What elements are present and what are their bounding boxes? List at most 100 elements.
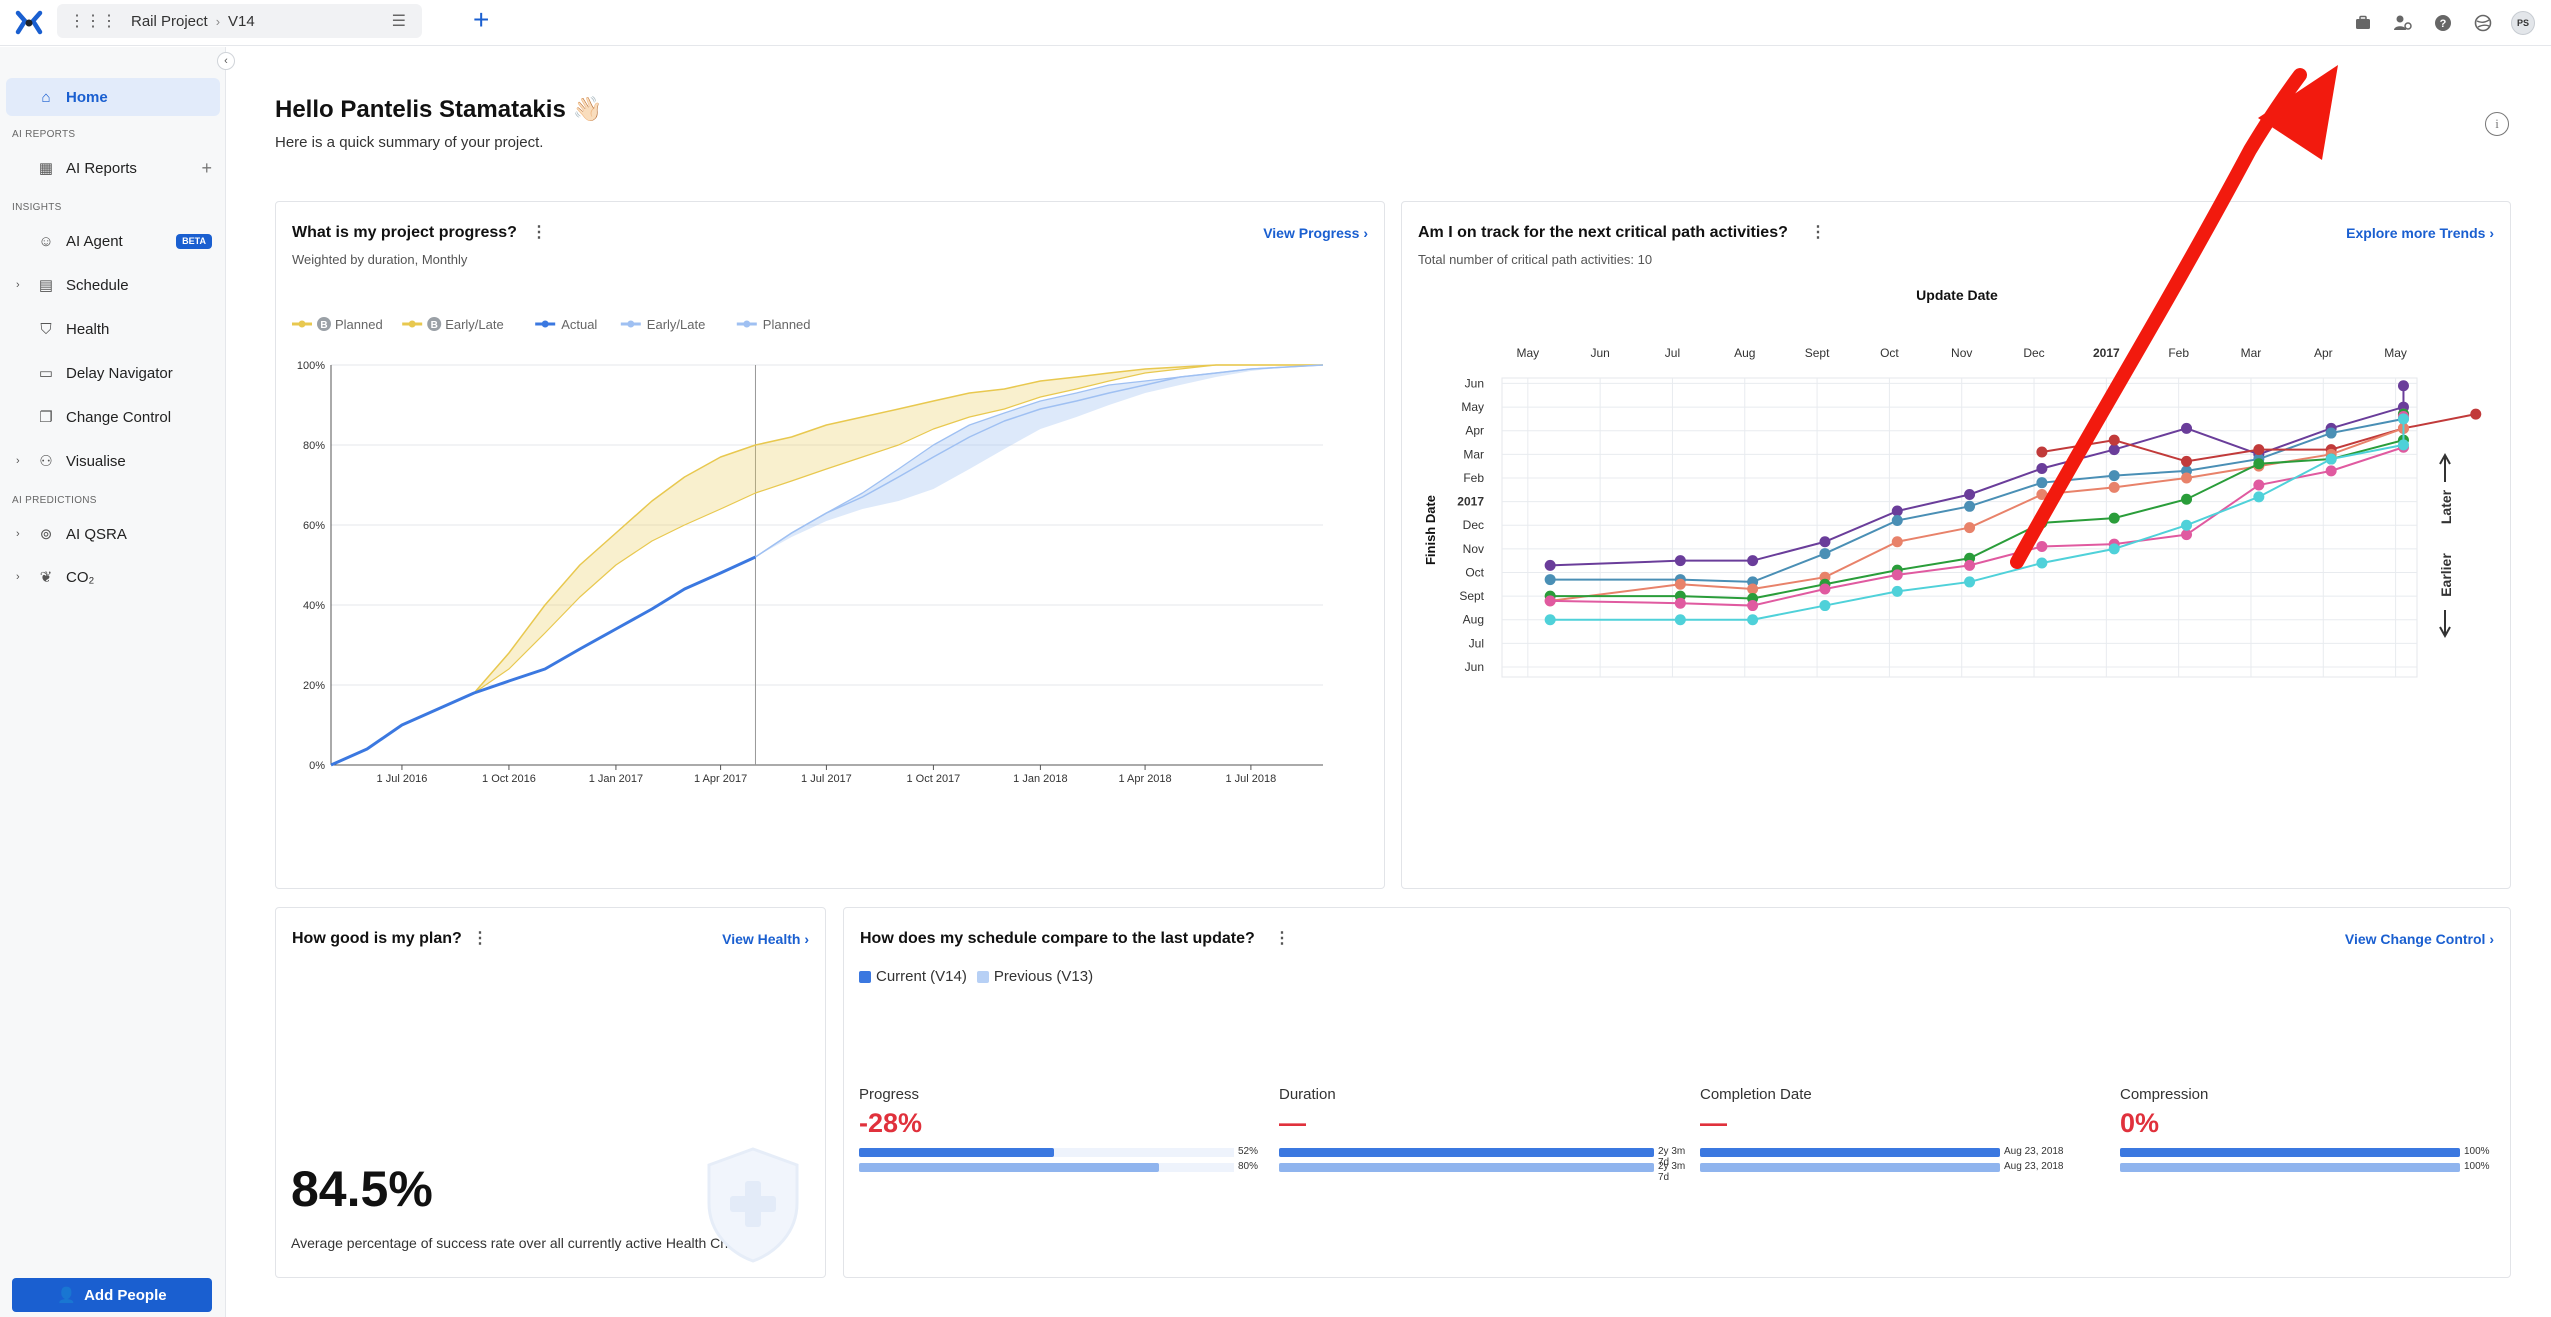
sidebar-item-change-control[interactable]: ❐ Change Control bbox=[6, 398, 220, 436]
x-tick-label: Mar bbox=[2241, 346, 2262, 360]
project-selector[interactable]: ⋮⋮⋮ Rail Project › V14 ☰ bbox=[57, 4, 422, 38]
leaf-icon: ❦ bbox=[39, 569, 53, 586]
metric-compression: Compression 0% 100% 100% bbox=[2120, 1086, 2495, 1172]
chevron-right-icon[interactable]: › bbox=[16, 279, 20, 291]
info-icon[interactable]: i bbox=[2485, 112, 2509, 136]
more-options-icon[interactable]: ⋮ bbox=[531, 224, 547, 241]
y-tick-label: Dec bbox=[1463, 518, 1484, 532]
chevron-right-icon[interactable]: › bbox=[16, 571, 20, 583]
explore-trends-link[interactable]: Explore more Trends › bbox=[2346, 225, 2494, 241]
sidebar-item-schedule[interactable]: › ▤ Schedule bbox=[6, 266, 220, 304]
app-logo-icon[interactable] bbox=[14, 8, 44, 38]
top-bar: ⋮⋮⋮ Rail Project › V14 ☰ + ? PS bbox=[0, 0, 2551, 46]
trend-point bbox=[2397, 413, 2409, 425]
y-tick-label: Apr bbox=[1465, 424, 1484, 438]
sidebar-item-home[interactable]: ⌂ Home bbox=[6, 78, 220, 116]
trend-point bbox=[2325, 427, 2337, 439]
top-right-icons: ? PS bbox=[2343, 8, 2551, 38]
sidebar-item-delay-navigator[interactable]: ▭ Delay Navigator bbox=[6, 354, 220, 392]
view-change-control-label: View Change Control bbox=[2344, 931, 2486, 947]
menu-icon[interactable]: ☰ bbox=[391, 13, 406, 30]
x-tick-label: Sept bbox=[1805, 346, 1830, 360]
trend-point bbox=[2108, 512, 2120, 524]
trend-point bbox=[2181, 422, 2193, 434]
add-report-button[interactable]: + bbox=[201, 157, 212, 178]
trends-card-title: Am I on track for the next critical path… bbox=[1418, 224, 1788, 241]
briefcase-icon[interactable] bbox=[2343, 8, 2383, 38]
more-options-icon[interactable]: ⋮ bbox=[1810, 224, 1826, 241]
trend-point bbox=[2181, 519, 2193, 531]
sidebar-item-visualise[interactable]: › ⚇ Visualise bbox=[6, 442, 220, 480]
apps-grid-icon[interactable]: ⋮⋮⋮ bbox=[69, 13, 117, 30]
trend-point bbox=[2108, 543, 2120, 555]
add-people-button[interactable]: 👤 Add People bbox=[12, 1278, 212, 1312]
trend-point bbox=[1891, 514, 1903, 526]
bar-label: 100% bbox=[2464, 1146, 2490, 1157]
metric-value: — bbox=[1700, 1108, 1727, 1138]
collapse-sidebar-button[interactable]: ‹ bbox=[217, 52, 235, 70]
chevron-right-icon[interactable]: › bbox=[16, 528, 20, 540]
sidebar-item-ai-reports[interactable]: ▦ AI Reports + bbox=[6, 149, 220, 187]
metric-duration: Duration — 2y 3m 7d 2y 3m 7d bbox=[1279, 1086, 1685, 1183]
trend-point bbox=[1544, 559, 1556, 571]
bar-fill bbox=[859, 1163, 1159, 1172]
x-tick-label: Nov bbox=[1951, 346, 1972, 360]
more-options-icon[interactable]: ⋮ bbox=[472, 930, 488, 947]
add-tab-button[interactable]: + bbox=[473, 4, 490, 35]
trend-point bbox=[1964, 576, 1976, 588]
view-health-link[interactable]: View Health › bbox=[722, 931, 809, 947]
sidebar-item-co2[interactable]: › ❦ CO₂ bbox=[6, 558, 220, 596]
x-tick-label: Apr bbox=[2314, 346, 2333, 360]
sidebar-item-ai-agent[interactable]: ☺ AI Agent BETA bbox=[6, 222, 220, 260]
network-icon: ⚇ bbox=[39, 453, 53, 470]
bar-fill bbox=[1279, 1148, 1654, 1157]
sidebar: ⌂ Home AI REPORTS ▦ AI Reports + INSIGHT… bbox=[0, 47, 226, 1317]
sidebar-item-label: AI Agent bbox=[66, 232, 123, 250]
y-tick-label: Jul bbox=[1469, 636, 1484, 650]
baseline-badge-label: B bbox=[431, 320, 438, 331]
trend-point bbox=[1819, 536, 1831, 548]
y-tick-label: Feb bbox=[1463, 471, 1484, 485]
health-score: 84.5% bbox=[291, 1161, 433, 1217]
legend-label: Planned bbox=[763, 317, 811, 332]
sidebar-item-ai-qsra[interactable]: › ⊚ AI QSRA bbox=[6, 515, 220, 553]
legend-marker bbox=[541, 320, 549, 328]
view-progress-link[interactable]: View Progress › bbox=[1263, 225, 1368, 241]
baseline-badge-label: B bbox=[320, 320, 327, 331]
shield-plus-icon bbox=[707, 1147, 799, 1263]
svg-text:?: ? bbox=[2440, 18, 2447, 30]
x-tick-label: Jul bbox=[1665, 346, 1680, 360]
trend-point bbox=[2253, 444, 2265, 456]
bar-fill bbox=[1700, 1163, 2000, 1172]
x-tick-label: Dec bbox=[2023, 346, 2044, 360]
globe-icon[interactable] bbox=[2463, 8, 2503, 38]
trend-point bbox=[1674, 578, 1686, 590]
trend-point bbox=[2036, 446, 2048, 458]
trend-point bbox=[1819, 548, 1831, 560]
sidebar-item-health[interactable]: ⛉ Health bbox=[6, 310, 220, 348]
trend-point bbox=[2036, 488, 2048, 500]
trend-point bbox=[1747, 583, 1759, 595]
user-avatar[interactable]: PS bbox=[2511, 11, 2535, 35]
planned-line bbox=[755, 364, 1324, 558]
x-tick-label: Oct bbox=[1880, 346, 1899, 360]
chevron-right-icon[interactable]: › bbox=[16, 455, 20, 467]
trend-point bbox=[2470, 408, 2482, 420]
help-icon[interactable]: ? bbox=[2423, 8, 2463, 38]
view-progress-label: View Progress bbox=[1263, 225, 1360, 241]
top-axis-title: Update Date bbox=[1916, 287, 1998, 303]
actual-line bbox=[330, 555, 757, 767]
legend-label: Early/Late bbox=[647, 317, 706, 332]
user-settings-icon[interactable] bbox=[2383, 8, 2423, 38]
legend-previous: Previous (V13) bbox=[993, 968, 1094, 985]
trend-point bbox=[1674, 614, 1686, 626]
y-tick-label: 100% bbox=[297, 360, 325, 372]
more-options-icon[interactable]: ⋮ bbox=[1274, 930, 1290, 947]
y-tick-label: Jun bbox=[1465, 376, 1484, 390]
trends-card-subtitle: Total number of critical path activities… bbox=[1418, 252, 1653, 267]
y-tick-label: Sept bbox=[1459, 589, 1484, 603]
trend-point bbox=[2036, 477, 2048, 489]
x-tick-label: Jun bbox=[1590, 346, 1609, 360]
view-change-control-link[interactable]: View Change Control › bbox=[2344, 931, 2494, 947]
health-caption: Average percentage of success rate over … bbox=[291, 1235, 761, 1251]
